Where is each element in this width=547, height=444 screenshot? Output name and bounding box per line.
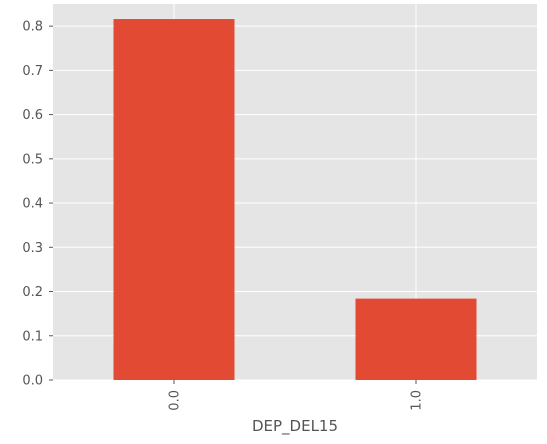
y-tick-label: 0.8 [22, 20, 43, 35]
x-tick-label: 0.0 [168, 390, 183, 411]
y-tick-label: 0.2 [22, 285, 43, 300]
y-tick-label: 0.0 [22, 374, 43, 389]
y-tick-label: 0.5 [22, 152, 43, 167]
bar-0-0 [113, 19, 235, 380]
bar-1-0 [355, 298, 477, 380]
y-axis-ticks: 0.0 0.1 0.2 0.3 0.4 0.5 0.6 0.7 0.8 [22, 20, 53, 389]
bars [113, 19, 477, 380]
y-tick-label: 0.7 [22, 64, 43, 79]
x-axis-label: DEP_DEL15 [252, 417, 338, 436]
x-tick-label: 1.0 [410, 390, 425, 411]
y-tick-label: 0.4 [22, 197, 43, 212]
y-tick-label: 0.3 [22, 241, 43, 256]
x-axis-ticks: 0.0 1.0 [168, 380, 425, 411]
y-tick-label: 0.1 [22, 329, 43, 344]
y-tick-label: 0.6 [22, 108, 43, 123]
